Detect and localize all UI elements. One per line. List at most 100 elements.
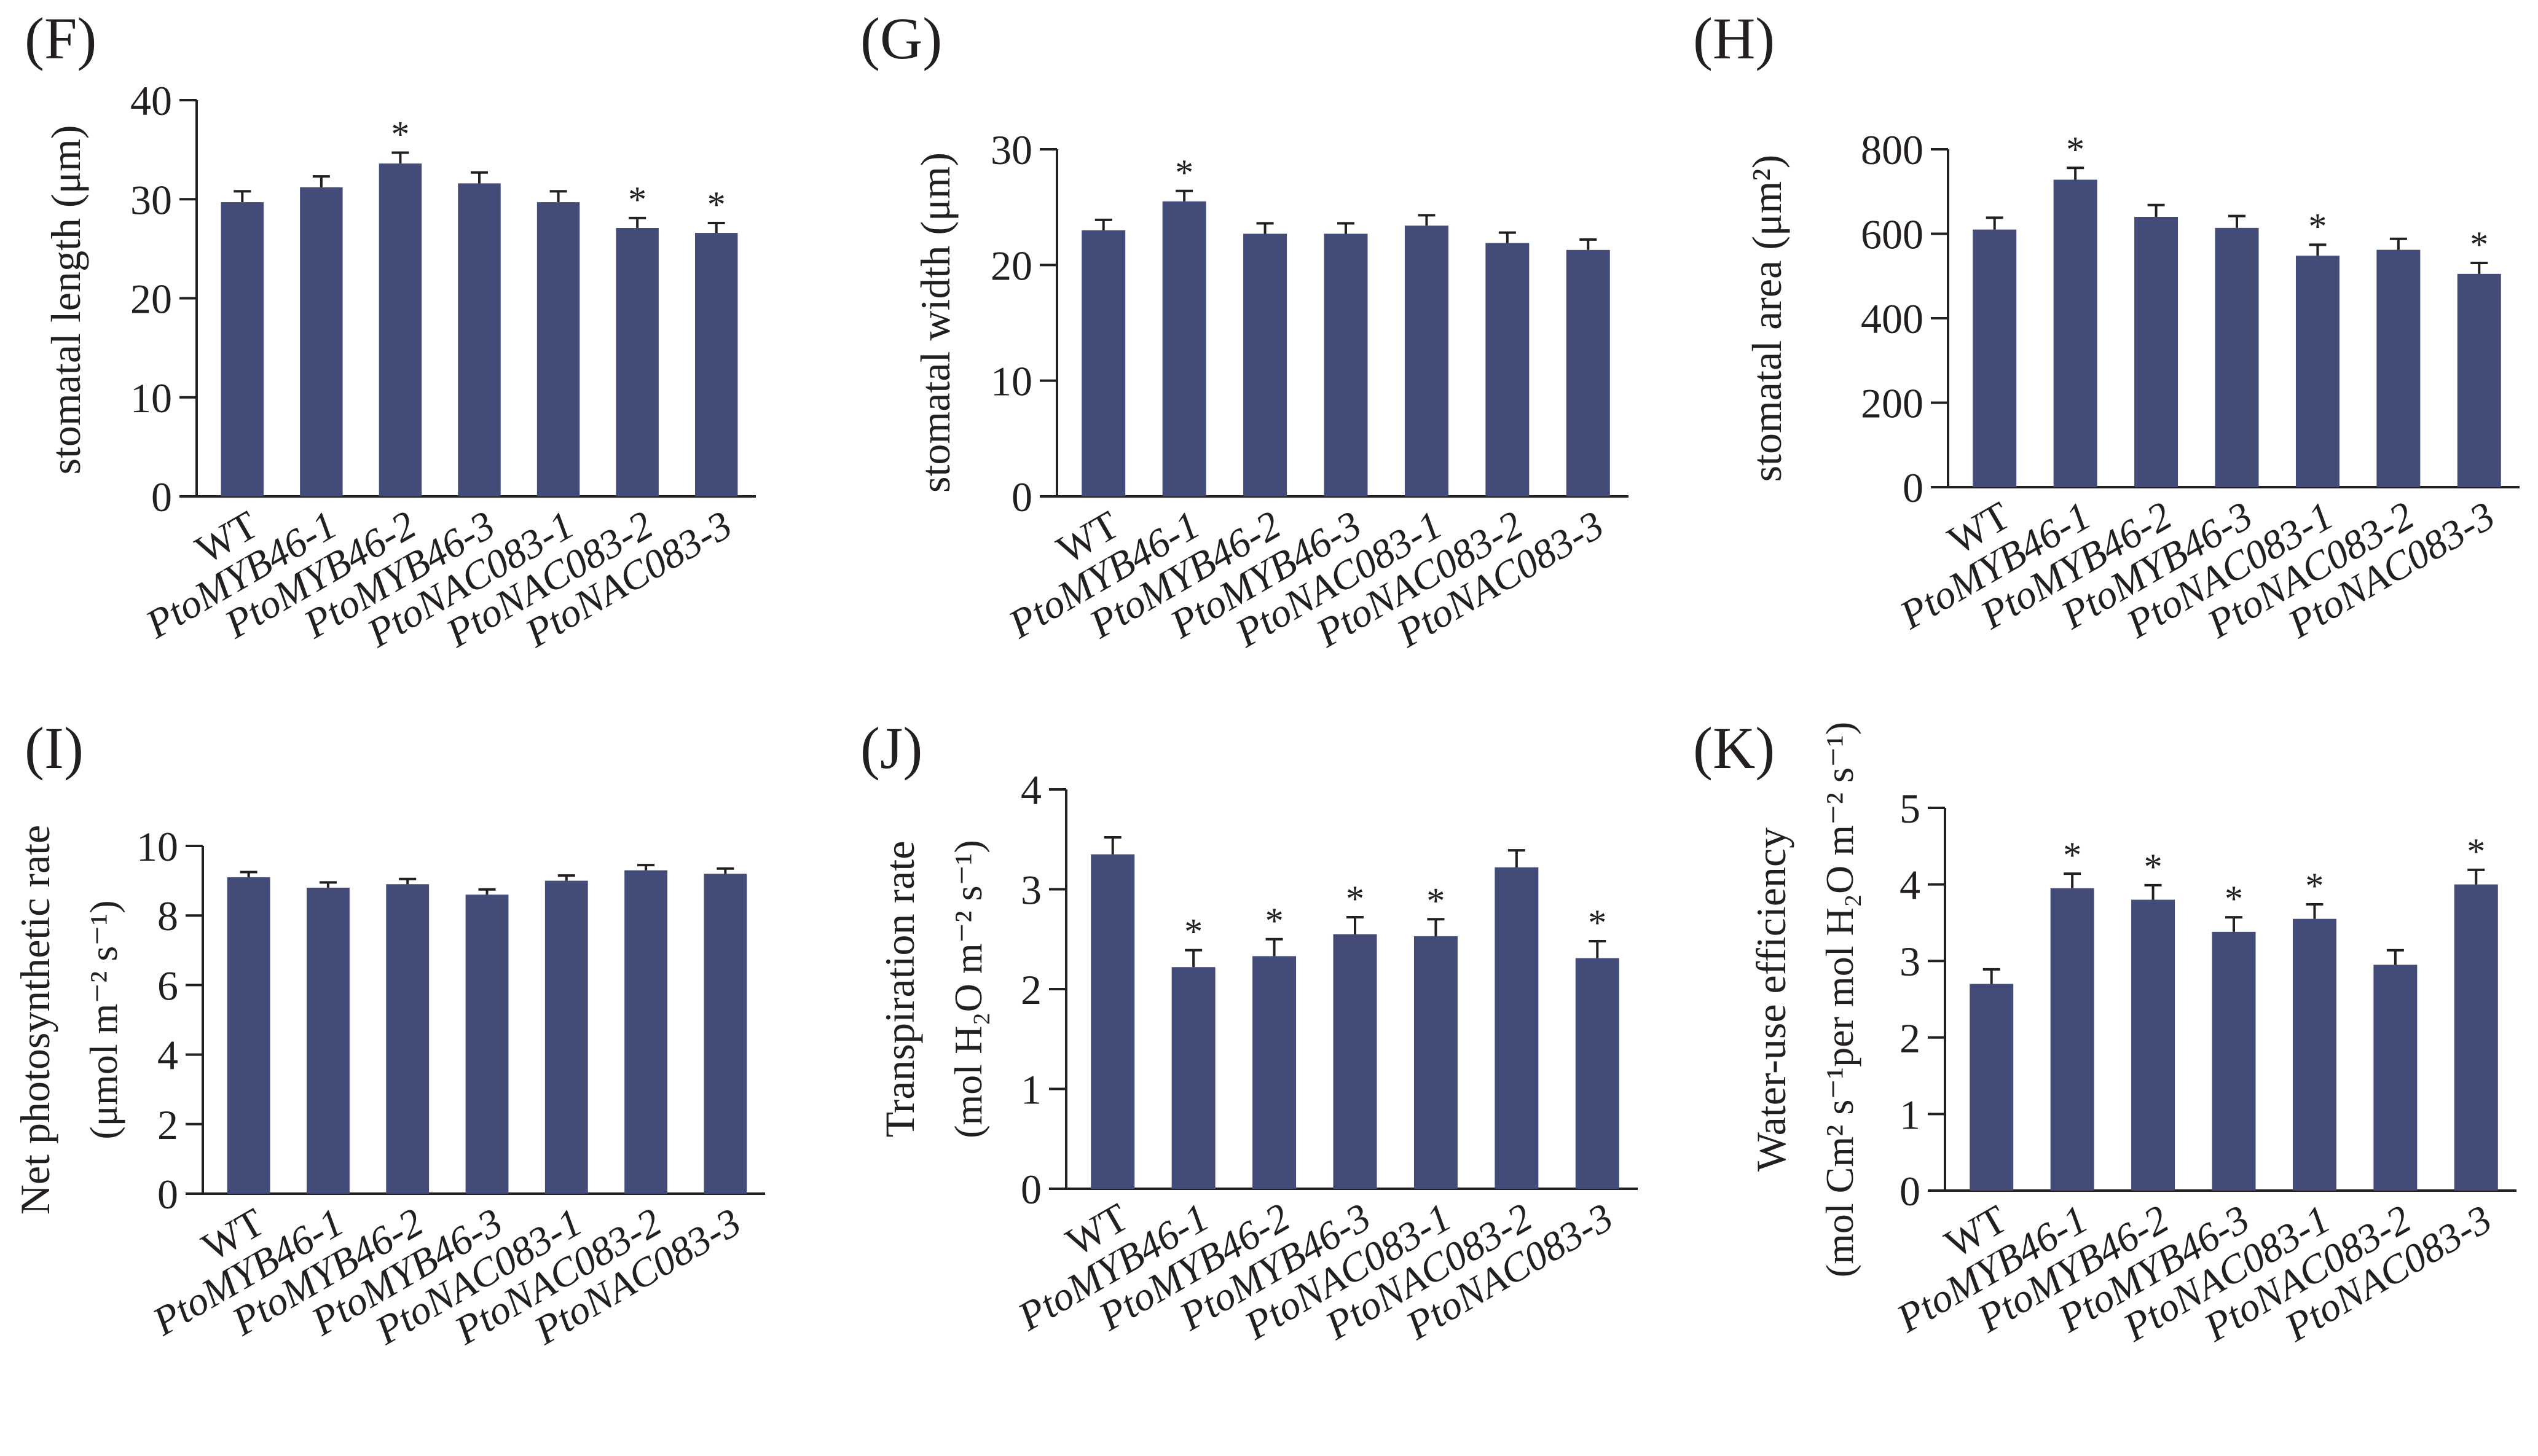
significance-star: * (2225, 879, 2243, 919)
significance-star: * (707, 184, 726, 225)
bar (1973, 229, 2017, 487)
bar (1404, 225, 1448, 496)
y-tick-label: 20 (130, 276, 172, 323)
y-axis-label: stomatal area (μm²) (1743, 155, 1790, 482)
y-tick-label: 20 (991, 242, 1032, 289)
y-tick-label: 2 (1021, 966, 1042, 1013)
y-tick-label: 0 (157, 1171, 178, 1218)
bar (300, 187, 343, 496)
y-tick-label: 3 (1021, 867, 1042, 914)
bar (1171, 967, 1216, 1189)
y-tick-label: 30 (991, 127, 1032, 173)
y-tick-label: 4 (157, 1032, 178, 1079)
y-axis-label-line1: Transpiration rate (876, 841, 923, 1138)
bar (221, 202, 264, 496)
y-tick-label: 400 (1861, 296, 1923, 342)
y-tick-label: 10 (130, 375, 172, 421)
bar (465, 894, 509, 1194)
bar (2212, 931, 2256, 1191)
bar (536, 202, 580, 496)
bar (1566, 249, 1610, 496)
bar (1970, 984, 2014, 1191)
panel-label: (H) (1693, 6, 1775, 71)
significance-star: * (2308, 206, 2327, 246)
bar (2215, 227, 2259, 487)
significance-star: * (628, 179, 646, 220)
bar (1495, 867, 1539, 1189)
y-tick-label: 40 (130, 77, 172, 124)
bar (386, 884, 430, 1194)
y-tick-label: 10 (991, 358, 1032, 405)
bar (1082, 230, 1126, 496)
bar (2454, 884, 2498, 1191)
bar (1485, 243, 1530, 496)
y-axis-label-line2: (μmol m⁻² s⁻¹) (82, 900, 125, 1139)
bar (616, 228, 659, 496)
panel-label: (I) (25, 715, 84, 781)
y-tick-label: 3 (1900, 938, 1920, 985)
bar (2376, 249, 2421, 487)
bar (2292, 918, 2336, 1191)
significance-star: * (1175, 152, 1193, 193)
bar (1243, 233, 1287, 496)
bar (2131, 899, 2175, 1191)
bar (1252, 956, 1297, 1189)
bar (1575, 958, 1619, 1189)
panel-label: (F) (25, 6, 96, 71)
significance-star: * (2305, 866, 2324, 906)
y-tick-label: 200 (1861, 380, 1923, 427)
y-tick-label: 4 (1021, 767, 1042, 813)
y-tick-label: 0 (1900, 1168, 1920, 1215)
significance-star: * (2470, 224, 2488, 265)
y-tick-label: 0 (1012, 474, 1032, 520)
bar (1162, 201, 1206, 496)
y-tick-label: 8 (157, 893, 178, 939)
significance-star: * (391, 114, 409, 154)
bar (704, 874, 747, 1194)
significance-star: * (2467, 831, 2485, 872)
bar (544, 880, 588, 1194)
bar (1413, 936, 1458, 1189)
bar (2053, 179, 2097, 487)
chart-panel: (J) 0 1 2 3 4 Transpiration rate (mol H₂O m⁻² s… (860, 715, 1638, 1348)
significance-star: * (1588, 902, 1606, 943)
significance-star: * (2063, 835, 2081, 875)
y-axis-label-line2: (mol H₂O m⁻² s⁻¹) (946, 840, 990, 1138)
bar (2457, 273, 2501, 487)
y-tick-label: 4 (1900, 862, 1920, 909)
significance-star: * (1426, 880, 1445, 921)
bar (227, 877, 270, 1194)
bar (379, 163, 422, 496)
bar (2134, 217, 2179, 487)
bar (1324, 233, 1368, 496)
bar (2373, 965, 2418, 1191)
y-tick-label: 2 (1900, 1015, 1920, 1062)
bar (307, 887, 350, 1194)
y-tick-label: 600 (1861, 211, 1923, 258)
y-axis-label: stomatal length (μm) (42, 125, 89, 474)
y-axis-label-line1: Water-use efficiency (1748, 828, 1794, 1172)
chart-panel: (I) 0 2 4 6 8 10 Net photosynthetic rate (μmol m… (12, 715, 765, 1353)
y-tick-label: 0 (1021, 1166, 1042, 1213)
y-tick-label: 0 (151, 474, 172, 520)
bar (695, 233, 738, 496)
bar (2295, 256, 2340, 487)
significance-star: * (1265, 901, 1284, 941)
bar (458, 183, 501, 496)
bar (624, 870, 667, 1194)
y-tick-label: 2 (157, 1102, 178, 1148)
y-tick-label: 800 (1861, 127, 1923, 173)
significance-star: * (2066, 129, 2084, 170)
y-tick-label: 5 (1900, 785, 1920, 832)
panel-label: (J) (860, 715, 922, 781)
significance-star: * (2144, 847, 2163, 887)
chart-panel: (K) 0 1 2 3 4 5 Water-use efficiency (mol Cm² s⁻… (1693, 715, 2516, 1350)
y-tick-label: 1 (1021, 1067, 1042, 1113)
significance-star: * (1184, 912, 1203, 952)
y-tick-label: 10 (136, 823, 178, 870)
y-tick-label: 0 (1903, 464, 1923, 511)
y-tick-label: 30 (130, 176, 172, 223)
